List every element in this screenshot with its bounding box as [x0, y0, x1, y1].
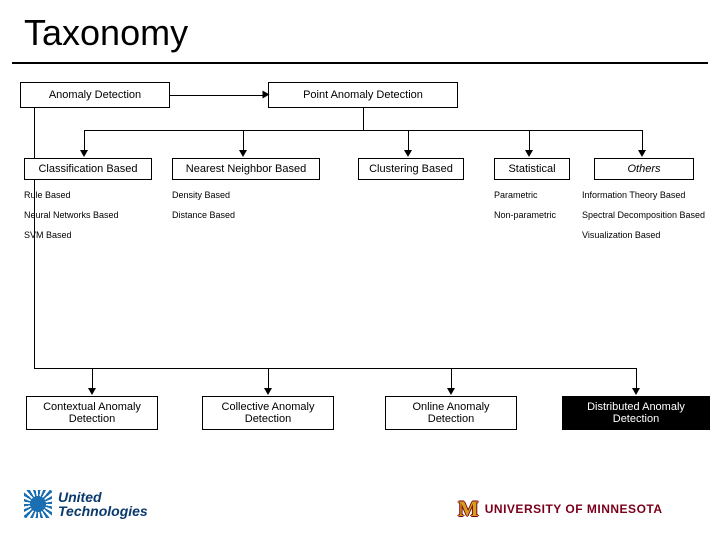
- arrowhead-icon: [88, 388, 96, 395]
- logo-umn: M UNIVERSITY OF MINNESOTA: [458, 496, 663, 522]
- label: Anomaly Detection: [49, 89, 141, 101]
- utc-line2: Technologies: [58, 504, 148, 518]
- sub-nn-1: Distance Based: [172, 210, 235, 220]
- arrowhead-icon: [447, 388, 455, 395]
- box-online: Online Anomaly Detection: [385, 396, 517, 430]
- box-nearest-neighbor: Nearest Neighbor Based: [172, 158, 320, 180]
- connector-h-dist: [84, 130, 642, 131]
- umn-text: UNIVERSITY OF MINNESOTA: [485, 502, 663, 516]
- gear-icon: [24, 490, 52, 518]
- label: Others: [627, 163, 660, 175]
- title-underline: [12, 62, 708, 64]
- slide-title: Taxonomy: [24, 12, 188, 54]
- arrowhead-icon: [239, 150, 247, 157]
- drop: [642, 130, 643, 152]
- label: Contextual Anomaly Detection: [31, 401, 153, 425]
- label: Clustering Based: [369, 163, 453, 175]
- connector-h: [170, 95, 266, 96]
- slide: Taxonomy Anomaly Detection Point Anomaly…: [0, 0, 720, 540]
- sub-classification-1: Neural Networks Based: [24, 210, 119, 220]
- sub-classification-0: Rule Based: [24, 190, 71, 200]
- drop2: [451, 368, 452, 390]
- box-point-anomaly: Point Anomaly Detection: [268, 82, 458, 108]
- drop: [84, 130, 85, 152]
- label: Point Anomaly Detection: [303, 89, 423, 101]
- drop: [408, 130, 409, 152]
- arrowhead-icon: [80, 150, 88, 157]
- sub-classification-2: SVM Based: [24, 230, 72, 240]
- label: Online Anomaly Detection: [390, 401, 512, 425]
- logo-united-technologies: United Technologies: [24, 490, 148, 518]
- sub-others-0: Information Theory Based: [582, 190, 685, 200]
- arrowhead-icon: [632, 388, 640, 395]
- connector-h-dist2: [34, 368, 636, 369]
- label: Distributed Anomaly Detection: [567, 401, 705, 425]
- sub-others-1: Spectral Decomposition Based: [582, 210, 705, 220]
- sub-others-2: Visualization Based: [582, 230, 660, 240]
- connector-v-point: [363, 108, 364, 130]
- box-statistical: Statistical: [494, 158, 570, 180]
- sub-stat-1: Non-parametric: [494, 210, 556, 220]
- sub-stat-0: Parametric: [494, 190, 538, 200]
- label: Collective Anomaly Detection: [207, 401, 329, 425]
- drop2: [268, 368, 269, 390]
- drop: [529, 130, 530, 152]
- utc-line1: United: [58, 490, 148, 504]
- logo-text: United Technologies: [58, 490, 148, 518]
- arrowhead-icon: [263, 91, 270, 99]
- box-contextual: Contextual Anomaly Detection: [26, 396, 158, 430]
- sub-nn-0: Density Based: [172, 190, 230, 200]
- label: Statistical: [508, 163, 555, 175]
- box-distributed: Distributed Anomaly Detection: [562, 396, 710, 430]
- arrowhead-icon: [404, 150, 412, 157]
- drop2: [92, 368, 93, 390]
- box-collective: Collective Anomaly Detection: [202, 396, 334, 430]
- arrowhead-icon: [638, 150, 646, 157]
- box-clustering: Clustering Based: [358, 158, 464, 180]
- label: Nearest Neighbor Based: [186, 163, 306, 175]
- box-anomaly-detection: Anomaly Detection: [20, 82, 170, 108]
- box-others: Others: [594, 158, 694, 180]
- drop2: [636, 368, 637, 390]
- drop: [243, 130, 244, 152]
- arrowhead-icon: [264, 388, 272, 395]
- box-classification: Classification Based: [24, 158, 152, 180]
- umn-m-icon: M: [458, 496, 479, 522]
- arrowhead-icon: [525, 150, 533, 157]
- label: Classification Based: [38, 163, 137, 175]
